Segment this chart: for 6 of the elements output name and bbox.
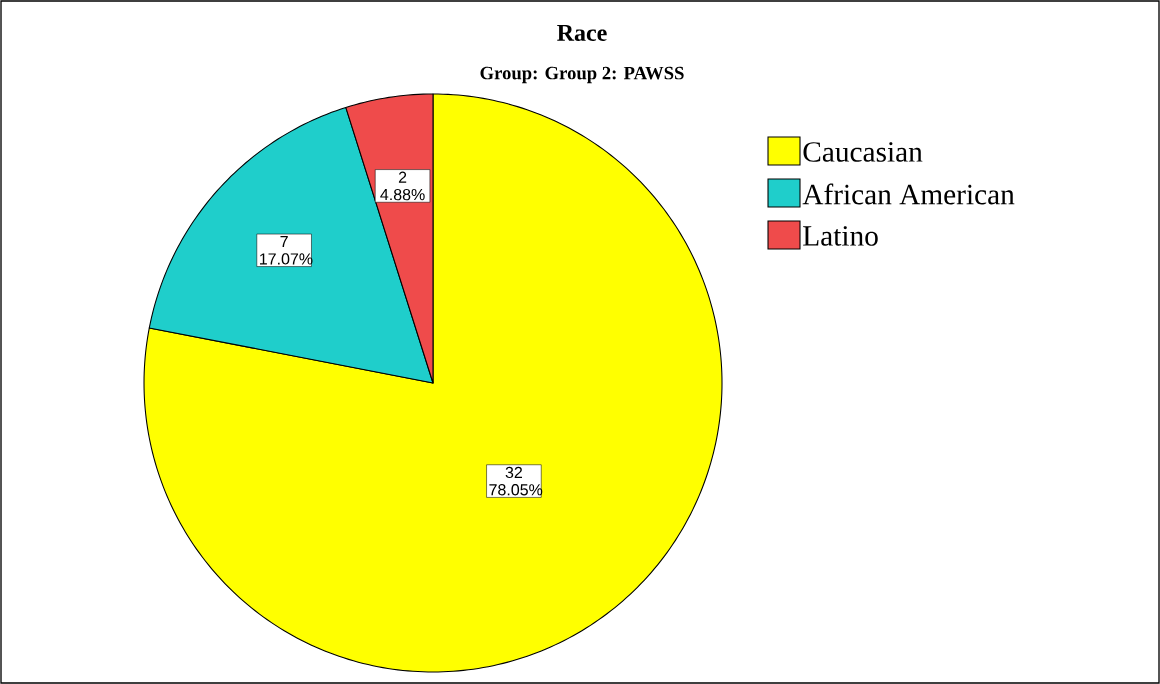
- chart-title: Race: [557, 25, 607, 41]
- chart-subtitle: Group: Group 2: PAWSS: [480, 66, 684, 84]
- legend-label: Latino: [803, 226, 878, 246]
- data-label: 2 4.88%: [380, 171, 425, 201]
- legend-label: African American: [802, 183, 1015, 205]
- legend-label: Caucasian: [803, 142, 923, 162]
